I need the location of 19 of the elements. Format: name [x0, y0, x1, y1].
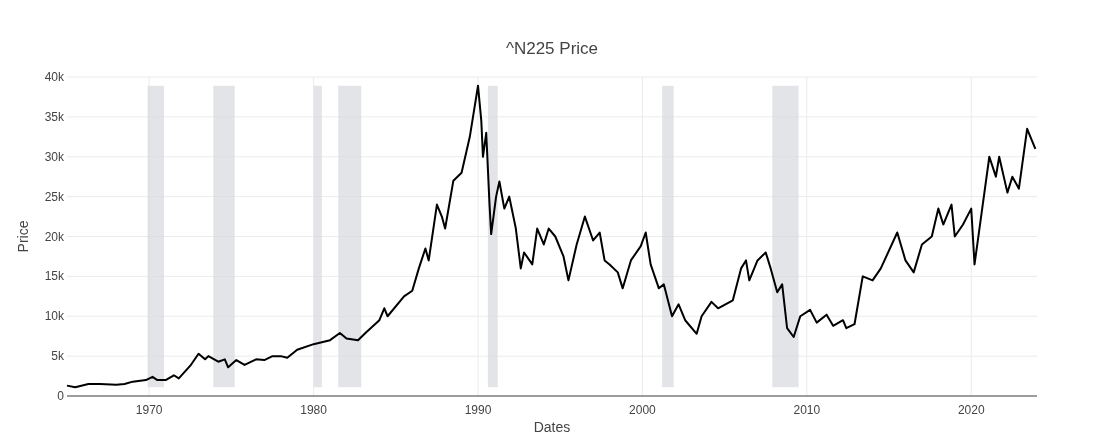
y-tick-label: 20k	[44, 229, 65, 244]
y-tick-label: 35k	[44, 109, 65, 124]
x-tick-label: 2010	[793, 403, 821, 417]
y-tick-label: 30k	[44, 149, 65, 164]
y-tick-label: 25k	[44, 189, 65, 204]
x-tick-label: 1980	[300, 403, 328, 417]
y-tick-label: 15k	[44, 269, 65, 284]
y-tick-label: 40k	[44, 70, 65, 84]
y-tick-label: 0	[57, 389, 65, 403]
chart-title: ^N225 Price	[505, 39, 599, 58]
x-tick-label: 2020	[957, 403, 985, 417]
x-tick-label: 1970	[135, 403, 163, 417]
y-tick-label: 5k	[51, 349, 65, 364]
x-axis-title: Dates	[533, 419, 571, 435]
x-tick-label: 1990	[464, 403, 492, 417]
y-axis-title: Price	[15, 220, 31, 253]
x-tick-label: 2000	[629, 403, 657, 417]
y-tick-label: 10k	[44, 309, 65, 324]
line-series	[66, 84, 1037, 389]
